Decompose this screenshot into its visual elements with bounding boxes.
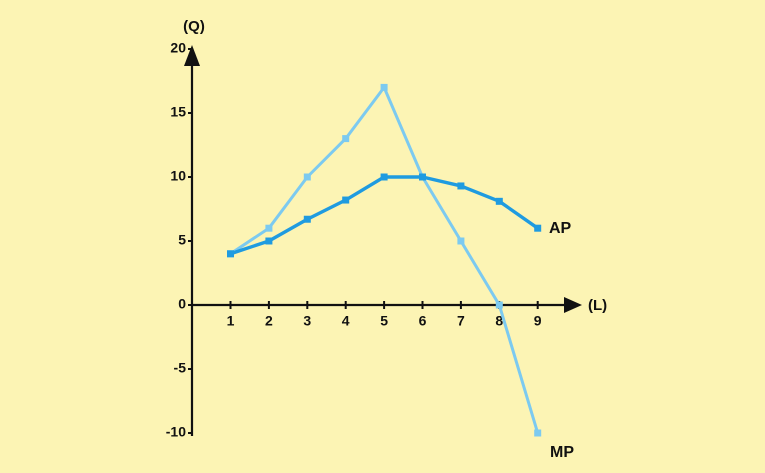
data-point-mp: [534, 429, 542, 437]
data-point-mp: [495, 301, 503, 309]
y-tick-label: -5: [174, 360, 187, 376]
x-tick-label: 9: [534, 313, 542, 329]
y-tick-label: 15: [170, 104, 186, 120]
data-point-mp: [265, 224, 273, 232]
x-tick-label: 3: [303, 313, 311, 329]
y-tick-label: 5: [178, 232, 186, 248]
data-point-ap: [303, 215, 311, 223]
x-tick-label: 8: [495, 313, 503, 329]
y-ticks: 20 15 10 5 0 -5 -10: [166, 40, 192, 440]
y-tick-label: 20: [170, 40, 186, 56]
x-axis-arrow: [564, 297, 582, 313]
x-tick-label: 7: [457, 313, 465, 329]
series-label-mp: MP: [550, 444, 574, 461]
y-tick-label: 10: [170, 168, 186, 184]
data-point-ap: [457, 182, 465, 190]
data-point-mp: [342, 135, 350, 143]
y-axis-label: (Q): [183, 18, 205, 35]
x-tick-label: 5: [380, 313, 388, 329]
y-axis-arrow: [184, 45, 200, 66]
series-line-ap: [229, 175, 539, 256]
data-point-ap: [534, 224, 542, 232]
series-labels: AP MP: [549, 220, 574, 461]
data-point-ap: [265, 237, 273, 245]
data-point-mp: [380, 83, 388, 91]
y-tick-label: 0: [178, 296, 186, 312]
x-tick-label: 4: [342, 313, 350, 329]
y-tick-label: -10: [166, 424, 186, 440]
series-label-ap: AP: [549, 220, 572, 237]
data-point-ap: [227, 250, 234, 258]
series-group: [227, 83, 542, 437]
data-point-ap: [495, 197, 503, 205]
x-axis-label: (L): [588, 297, 607, 314]
data-point-ap: [342, 196, 350, 204]
data-point-mp: [303, 173, 311, 181]
axes: (Q) (L): [183, 18, 607, 436]
x-tick-label: 1: [227, 313, 235, 329]
x-tick-label: 2: [265, 313, 273, 329]
data-point-ap: [380, 173, 388, 181]
x-tick-label: 6: [419, 313, 427, 329]
data-point-mp: [457, 237, 465, 245]
data-point-ap: [419, 173, 426, 181]
series-line-mp: [229, 85, 540, 434]
x-ticks: 1 2 3 4 5 6 7 8 9: [227, 301, 542, 329]
